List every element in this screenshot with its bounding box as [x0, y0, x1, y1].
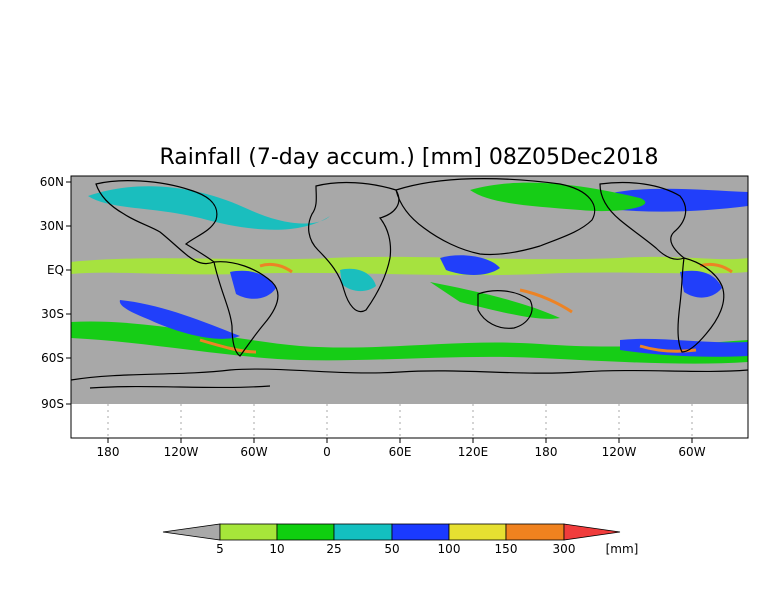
colorbar-label-150: 150 [495, 542, 518, 556]
rain-streak-orange-2 [199, 338, 257, 354]
antarctica-outline-2 [89, 385, 271, 389]
lon-label-120w: 120W [164, 445, 199, 459]
colorbar-segment-100-150 [448, 523, 507, 541]
lon-label-180-right: 180 [535, 445, 558, 459]
lon-ticks [107, 438, 693, 443]
colorbar-segment-50-100 [391, 523, 450, 541]
coastlines [70, 178, 749, 389]
australia-outline [477, 290, 533, 329]
colorbar-segment-below-5 [162, 523, 221, 541]
rain-band-south-pacific [119, 300, 240, 339]
colorbar-segment-25-50 [333, 523, 393, 541]
rain-spot-amazon [230, 270, 276, 299]
map-title: Rainfall (7-day accum.) [mm] 08Z05Dec201… [159, 145, 658, 170]
lat-label-30s: 30S [41, 307, 64, 321]
below-domain-area [71, 404, 748, 438]
colorbar-legend: 5 10 25 50 100 150 300 [mm] [162, 523, 639, 556]
lon-label-60w-right: 60W [678, 445, 705, 459]
lon-label-120e: 120E [458, 445, 489, 459]
asia-outline [395, 178, 596, 256]
lon-label-60e: 60E [389, 445, 412, 459]
colorbar-segment-150-300 [505, 523, 565, 541]
lat-label-30n: 30N [40, 219, 64, 233]
colorbar-label-50: 50 [384, 542, 399, 556]
south-america-outline [213, 261, 279, 357]
lon-label-0: 0 [323, 445, 331, 459]
rain-spot-africa [340, 268, 376, 292]
rain-streak-orange-1 [519, 288, 573, 314]
lon-label-120w-right: 120W [602, 445, 637, 459]
map-panel [70, 175, 749, 439]
latitude-axis: 60N 30N EQ 30S 60S 90S [40, 175, 71, 411]
rainfall-field [71, 182, 748, 364]
longitude-axis: 180 120W 60W 0 60E 120E 180 120W 60W [97, 438, 706, 459]
lon-label-60w: 60W [240, 445, 267, 459]
lon-label-180: 180 [97, 445, 120, 459]
antarctica-outline [70, 368, 749, 381]
colorbar-segment-10-25 [276, 523, 335, 541]
colorbar-unit: [mm] [606, 542, 639, 556]
colorbar-label-300: 300 [553, 542, 576, 556]
lat-label-60s: 60S [41, 351, 64, 365]
map-frame [70, 175, 749, 439]
rain-streak-orange-3 [639, 344, 697, 353]
lat-ticks [66, 181, 71, 405]
rain-spot-indonesia [440, 255, 500, 275]
rain-streak-orange-4 [259, 262, 293, 274]
colorbar-segment-5-10 [219, 523, 278, 541]
rain-band-southern-blue [620, 338, 748, 357]
colorbar-label-100: 100 [438, 542, 461, 556]
lat-label-eq: EQ [47, 263, 64, 277]
rain-band-itcz [71, 256, 748, 276]
rain-band-south-pacific-green [430, 282, 560, 319]
south-america-outline-2 [677, 257, 725, 353]
rain-spot-amazon-2 [680, 270, 722, 298]
colorbar-segment-above-300 [563, 523, 621, 541]
rain-band-north-atlantic [88, 186, 330, 230]
colorbar-label-5: 5 [216, 542, 224, 556]
rain-band-southern-ocean [71, 321, 748, 364]
lat-label-90s: 90S [41, 397, 64, 411]
colorbar-label-25: 25 [326, 542, 341, 556]
colorbar-label-10: 10 [269, 542, 284, 556]
rain-band-north-pacific-green [470, 182, 646, 212]
lat-label-60n: 60N [40, 175, 64, 189]
